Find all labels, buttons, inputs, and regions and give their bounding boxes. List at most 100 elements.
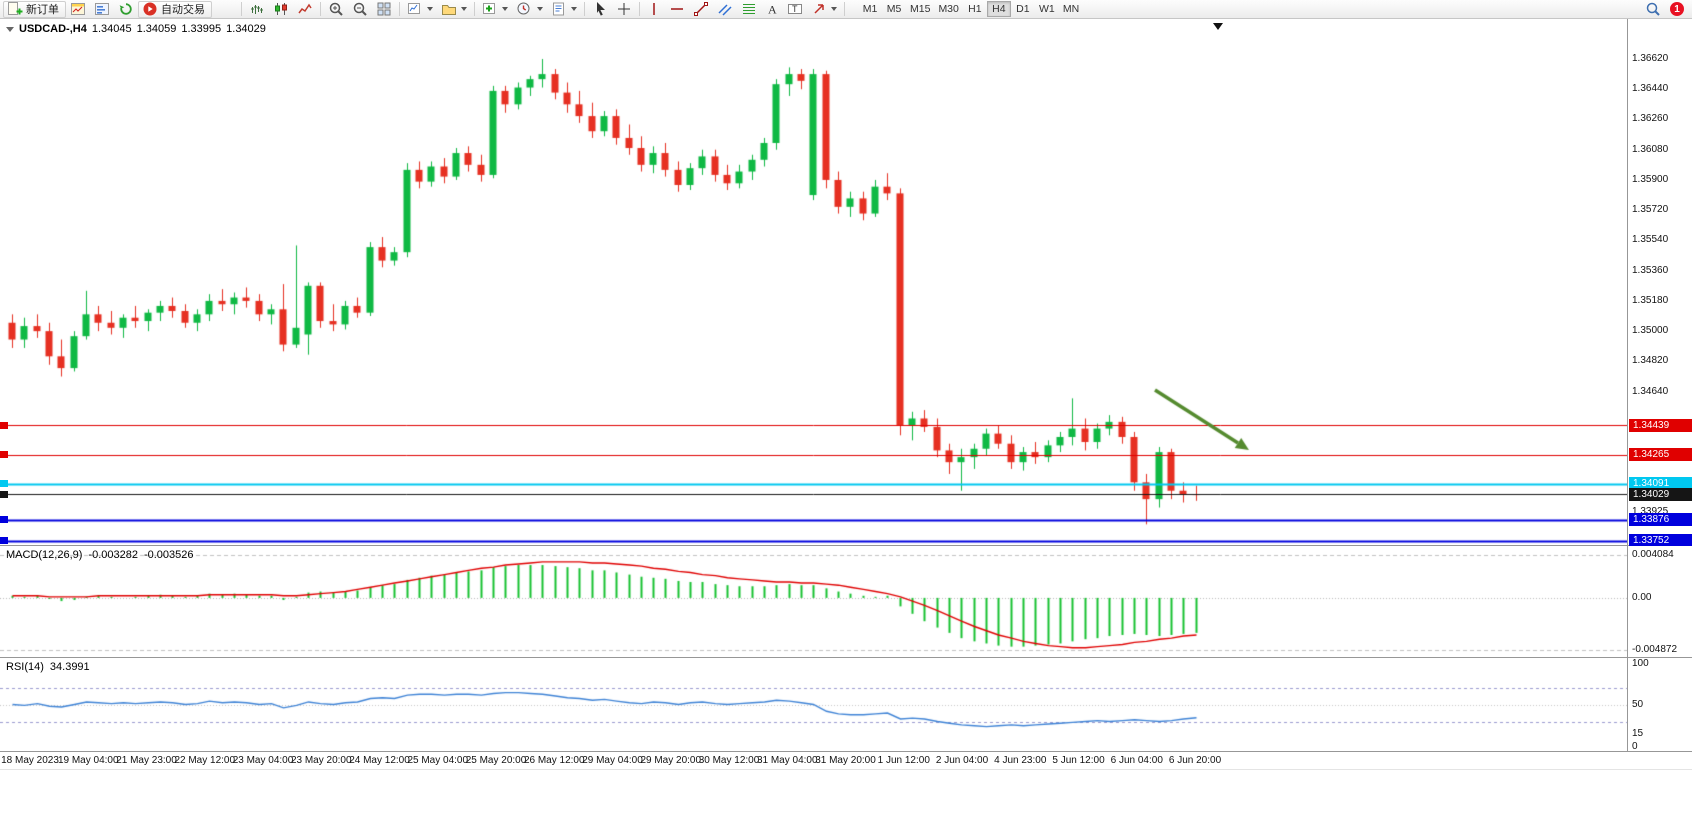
macd-canvas[interactable]: [0, 546, 1627, 657]
vertical-line-button[interactable]: [643, 1, 665, 18]
macd-main-value: -0.003282: [88, 549, 138, 561]
trendline-icon: [694, 2, 708, 16]
label-button[interactable]: T: [783, 1, 807, 18]
rsi-label: RSI(14) 34.3991: [6, 661, 90, 673]
timeframe-button-m30[interactable]: M30: [934, 1, 962, 17]
price-axis[interactable]: 1.36620 1.36440 1.36260 1.36080 1.35900 1.357…: [1627, 19, 1692, 548]
new-order-label: 新订单: [26, 4, 59, 16]
new-order-button[interactable]: 新订单: [3, 0, 66, 18]
line-left-marker: [0, 516, 8, 524]
time-axis-label: 22 May 12:00: [174, 755, 236, 766]
market-watch-button[interactable]: [90, 1, 114, 18]
timeframe-button-d1[interactable]: D1: [1011, 1, 1035, 17]
one-click-trading-toggle[interactable]: [6, 26, 14, 32]
horizontal-line-button[interactable]: [665, 1, 689, 18]
text-button[interactable]: A: [761, 1, 783, 18]
candle-chart-button[interactable]: [269, 1, 293, 18]
rsi-tick-label: 15: [1632, 728, 1644, 740]
macd-name: MACD(12,26,9): [6, 549, 83, 561]
toolbar-separator: [399, 2, 400, 16]
cursor-button[interactable]: [588, 1, 612, 18]
price-tick-label: 1.36620: [1632, 52, 1669, 64]
clock-icon: [517, 2, 530, 15]
new-order-icon: [8, 2, 23, 15]
vertical-line-icon: [653, 3, 655, 15]
search-button[interactable]: [1641, 1, 1665, 18]
time-axis-label: 2 Jun 04:00: [935, 755, 989, 766]
new-chart-button[interactable]: [403, 1, 437, 18]
rsi-tick-label: 0: [1632, 741, 1638, 752]
autotrading-label: 自动交易: [161, 4, 205, 16]
time-axis-label: 18 May 2023: [1, 755, 59, 766]
timeframe-button-m1[interactable]: M1: [858, 1, 882, 17]
price-tick-label: 1.35360: [1632, 264, 1669, 276]
macd-label: MACD(12,26,9) -0.003282 -0.003526: [6, 549, 194, 561]
notification-badge[interactable]: 1: [1670, 2, 1684, 16]
toolbar-separator: [320, 2, 321, 16]
timeframe-button-h4[interactable]: H4: [986, 1, 1011, 17]
macd-axis[interactable]: 0.004084 0.00 -0.004872: [1627, 546, 1692, 657]
candlestick-icon: [275, 3, 287, 15]
toolbar-separator: [241, 2, 242, 16]
text-icon: A: [768, 3, 777, 17]
channel-button[interactable]: [713, 1, 737, 18]
chevron-down-icon: [502, 7, 508, 11]
macd-tick-label: -0.004872: [1632, 643, 1678, 655]
svg-text:A: A: [768, 3, 777, 17]
zoom-out-button[interactable]: [348, 1, 372, 18]
timeframe-button-h1[interactable]: H1: [963, 1, 987, 17]
chart-shift-marker[interactable]: [1213, 23, 1223, 30]
tile-windows-button[interactable]: [372, 1, 396, 18]
toolbar-separator: [584, 2, 585, 16]
template-icon: [553, 2, 564, 16]
chevron-down-icon: [427, 7, 433, 11]
rsi-tick-label: 100: [1632, 658, 1649, 669]
fibonacci-icon: [743, 4, 755, 14]
price-tick-label: 1.35540: [1632, 234, 1669, 246]
arrow-tool-icon: [814, 4, 824, 14]
price-level-label: 1.33752: [1629, 534, 1692, 548]
chart-window-button[interactable]: [66, 1, 90, 18]
line-chart-button[interactable]: [293, 1, 317, 18]
line-left-marker: [0, 421, 8, 429]
refresh-button[interactable]: [114, 1, 138, 18]
main-chart-canvas[interactable]: [0, 19, 1627, 545]
crosshair-button[interactable]: [612, 1, 636, 18]
trendline-button[interactable]: [689, 1, 713, 18]
rsi-axis[interactable]: 100 50 15 0: [1627, 658, 1692, 752]
timeframe-button-m5[interactable]: M5: [882, 1, 906, 17]
toolbar-separator: [639, 2, 640, 16]
timeframe-button-mn[interactable]: MN: [1059, 1, 1083, 17]
time-axis-label: 5 Jun 12:00: [1052, 755, 1105, 766]
price-tick-label: 1.35900: [1632, 173, 1669, 185]
macd-tick-label: 0.00: [1632, 591, 1652, 603]
indicators-button[interactable]: [478, 1, 512, 18]
fibonacci-button[interactable]: [737, 1, 761, 18]
timeframe-button-m15[interactable]: M15: [906, 1, 934, 17]
templates-button[interactable]: [547, 1, 581, 18]
zoom-in-button[interactable]: [324, 1, 348, 18]
current-price-label: 1.34029: [1629, 487, 1692, 501]
time-axis-label: 26 May 12:00: [523, 755, 585, 766]
periods-button[interactable]: [512, 1, 547, 18]
autotrading-button[interactable]: 自动交易: [138, 0, 212, 18]
profiles-button[interactable]: [437, 1, 471, 18]
price-tick-label: 1.35000: [1632, 325, 1669, 337]
toolbar-separator: [474, 2, 475, 16]
time-axis[interactable]: 18 May 2023 19 May 04:00 21 May 23:00 22 Ma…: [0, 752, 1692, 770]
price-level-label: 1.34439: [1629, 418, 1692, 432]
time-axis-label: 6 Jun 04:00: [1110, 755, 1163, 766]
arrows-button[interactable]: [807, 1, 841, 18]
timeframe-button-w1[interactable]: W1: [1035, 1, 1059, 17]
rsi-pane: RSI(14) 34.3991 100 50 15 0: [0, 658, 1692, 752]
macd-pane: MACD(12,26,9) -0.003282 -0.003526 0.0040…: [0, 546, 1692, 658]
chart-title: USDCAD-,H4 1.34045 1.34059 1.33995 1.340…: [6, 23, 266, 35]
chevron-down-icon: [831, 7, 837, 11]
time-axis-label: 23 May 04:00: [232, 755, 294, 766]
rsi-canvas[interactable]: [0, 658, 1627, 751]
rsi-tick-label: 50: [1632, 698, 1644, 710]
bar-chart-button[interactable]: [245, 1, 269, 18]
price-tick-label: 1.35180: [1632, 294, 1669, 306]
time-axis-label: 6 Jun 20:00: [1168, 755, 1222, 766]
price-tick-label: 1.36440: [1632, 83, 1669, 95]
